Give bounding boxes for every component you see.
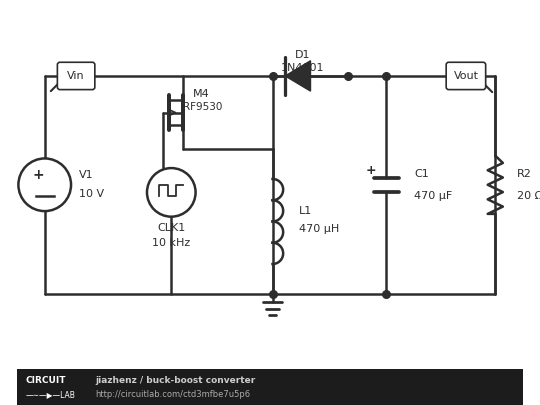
Text: —∼—▶—LAB: —∼—▶—LAB xyxy=(26,390,76,399)
Text: C1: C1 xyxy=(414,168,429,179)
Text: Vout: Vout xyxy=(454,71,478,81)
Text: V1: V1 xyxy=(79,170,94,180)
Text: jiazhenz / buck-boost converter: jiazhenz / buck-boost converter xyxy=(96,376,255,385)
Text: IRF9530: IRF9530 xyxy=(180,102,223,112)
Circle shape xyxy=(18,158,71,211)
Text: CLK1: CLK1 xyxy=(157,223,185,233)
Text: 10 V: 10 V xyxy=(79,189,104,199)
Text: +: + xyxy=(366,164,376,177)
Text: http://circuitlab.com/ctd3mfbe7u5p6: http://circuitlab.com/ctd3mfbe7u5p6 xyxy=(96,390,251,399)
Text: 20 Ω: 20 Ω xyxy=(517,191,540,201)
Text: CIRCUIT: CIRCUIT xyxy=(26,376,66,385)
Text: +: + xyxy=(32,168,44,182)
Text: M4: M4 xyxy=(193,89,210,99)
Text: D1: D1 xyxy=(295,50,310,60)
Text: L1: L1 xyxy=(299,207,312,216)
Bar xyxy=(17,369,523,405)
Text: 470 μH: 470 μH xyxy=(299,224,339,234)
Polygon shape xyxy=(285,61,310,91)
Text: 1N4001: 1N4001 xyxy=(281,63,325,73)
Text: 10 kHz: 10 kHz xyxy=(152,238,191,248)
Text: 470 μF: 470 μF xyxy=(414,191,453,201)
Text: R2: R2 xyxy=(517,168,531,179)
Text: Vin: Vin xyxy=(68,71,85,81)
FancyBboxPatch shape xyxy=(446,62,485,90)
Circle shape xyxy=(147,168,195,217)
FancyBboxPatch shape xyxy=(57,62,95,90)
